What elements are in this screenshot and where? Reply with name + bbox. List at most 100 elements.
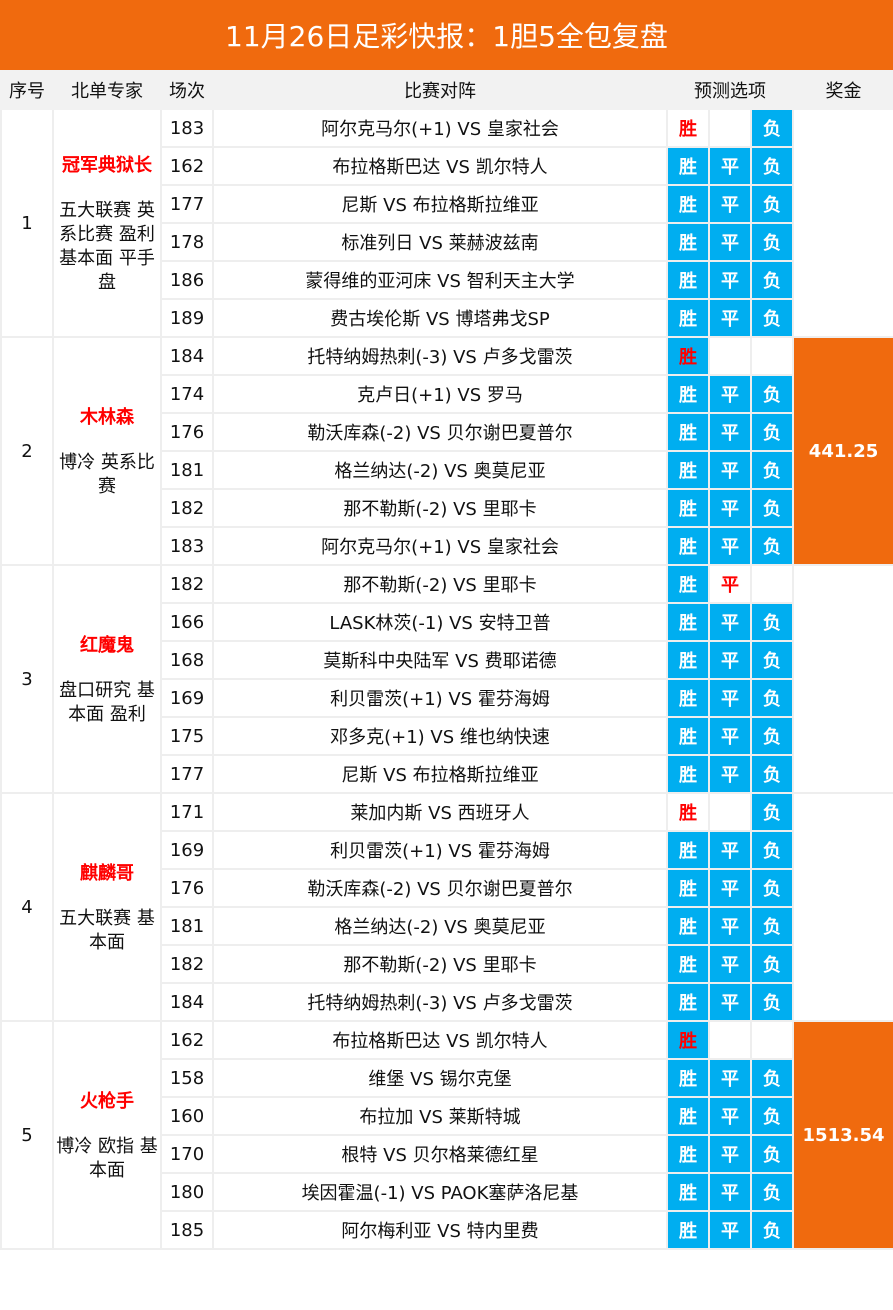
- match-number: 183: [160, 108, 214, 148]
- prediction-option: 平: [708, 830, 752, 870]
- prediction-option: 胜: [666, 602, 710, 642]
- prediction-option: [708, 1020, 752, 1060]
- header-prize: 奖金: [792, 70, 893, 110]
- match-name: 利贝雷茨(+1) VS 霍芬海姆: [212, 678, 668, 718]
- match-number: 181: [160, 450, 214, 490]
- prediction-option: 平: [708, 1134, 752, 1174]
- match-name: 格兰纳达(-2) VS 奥莫尼亚: [212, 450, 668, 490]
- header-index: 序号: [0, 70, 54, 110]
- table-row: 160 布拉加 VS 莱斯特城胜平负: [1, 1096, 893, 1136]
- table-row: 158 维堡 VS 锡尔克堡胜平负: [1, 1058, 893, 1098]
- prediction-option: [708, 792, 752, 832]
- prediction-option: [708, 336, 752, 376]
- match-number: 182: [160, 564, 214, 604]
- match-number: 176: [160, 412, 214, 452]
- match-name: 根特 VS 贝尔格莱德红星: [212, 1134, 668, 1174]
- prediction-option: 负: [749, 298, 795, 338]
- match-name: 勒沃库森(-2) VS 贝尔谢巴夏普尔: [212, 868, 668, 908]
- prediction-option: 平: [708, 1210, 752, 1250]
- prediction-option: 胜: [666, 640, 710, 680]
- match-name: 利贝雷茨(+1) VS 霍芬海姆: [212, 830, 668, 870]
- match-number: 175: [160, 716, 214, 756]
- prediction-option: 平: [708, 640, 752, 680]
- expert-tags: 五大联赛 基本面: [59, 908, 155, 953]
- prediction-option: 负: [749, 792, 795, 832]
- expert-cell: 红魔鬼 盘口研究 基本面 盈利: [52, 564, 162, 794]
- prediction-option: 负: [749, 526, 795, 566]
- prediction-option: 胜: [666, 108, 710, 148]
- prediction-option: 负: [749, 412, 795, 452]
- prediction-option: 胜: [666, 1096, 710, 1136]
- match-name: 阿尔克马尔(+1) VS 皇家社会: [212, 526, 668, 566]
- prediction-option: 平: [708, 146, 752, 186]
- prediction-option: 负: [749, 754, 795, 794]
- match-number: 177: [160, 754, 214, 794]
- header-predictions: 预测选项: [665, 70, 795, 110]
- match-name: 阿尔克马尔(+1) VS 皇家社会: [212, 108, 668, 148]
- prediction-option: 负: [749, 374, 795, 414]
- match-name: 勒沃库森(-2) VS 贝尔谢巴夏普尔: [212, 412, 668, 452]
- prediction-option: 负: [749, 868, 795, 908]
- expert-tags: 五大联赛 英系比赛 盈利基本面 平手盘: [59, 200, 155, 293]
- prediction-option: 平: [708, 374, 752, 414]
- prediction-option: 平: [708, 754, 752, 794]
- results-table: 序号 北单专家 场次 比赛对阵 预测选项 奖金 1 冠军典狱长 五大联赛 英系比…: [0, 70, 893, 1250]
- table-row: 169 利贝雷茨(+1) VS 霍芬海姆胜平负: [1, 678, 893, 718]
- prediction-option: 胜: [666, 868, 710, 908]
- match-name: 标准列日 VS 莱赫波兹南: [212, 222, 668, 262]
- table-row: 182 那不勒斯(-2) VS 里耶卡胜平负: [1, 944, 893, 984]
- prediction-option: 负: [749, 906, 795, 946]
- prediction-option: 胜: [666, 1058, 710, 1098]
- expert-cell: 麒麟哥 五大联赛 基本面: [52, 792, 162, 1022]
- match-number: 178: [160, 222, 214, 262]
- prediction-option: 胜: [666, 1172, 710, 1212]
- expert-cell: 冠军典狱长 五大联赛 英系比赛 盈利基本面 平手盘: [52, 108, 162, 338]
- match-number: 182: [160, 944, 214, 984]
- table-row: 182 那不勒斯(-2) VS 里耶卡胜平负: [1, 488, 893, 528]
- prediction-option: 平: [708, 982, 752, 1022]
- prediction-option: 胜: [666, 564, 710, 604]
- prediction-option: 平: [708, 412, 752, 452]
- prediction-option: 平: [708, 222, 752, 262]
- prediction-option: 平: [708, 488, 752, 528]
- prediction-option: 胜: [666, 678, 710, 718]
- prize-cell: 441.25: [792, 336, 893, 566]
- match-number: 169: [160, 678, 214, 718]
- match-name: 莫斯科中央陆军 VS 费耶诺德: [212, 640, 668, 680]
- table-row: 178 标准列日 VS 莱赫波兹南胜平负: [1, 222, 893, 262]
- match-name: 那不勒斯(-2) VS 里耶卡: [212, 564, 668, 604]
- table-row: 174 克卢日(+1) VS 罗马胜平负: [1, 374, 893, 414]
- table-row: 177 尼斯 VS 布拉格斯拉维亚胜平负: [1, 184, 893, 224]
- header-expert: 北单专家: [52, 70, 162, 110]
- match-number: 176: [160, 868, 214, 908]
- prediction-option: 胜: [666, 754, 710, 794]
- table-row: 181 格兰纳达(-2) VS 奥莫尼亚胜平负: [1, 450, 893, 490]
- match-name: 那不勒斯(-2) VS 里耶卡: [212, 488, 668, 528]
- table-row: 176 勒沃库森(-2) VS 贝尔谢巴夏普尔胜平负: [1, 412, 893, 452]
- expert-name: 红魔鬼: [80, 635, 134, 656]
- table-row: 169 利贝雷茨(+1) VS 霍芬海姆胜平负: [1, 830, 893, 870]
- table-row: 170 根特 VS 贝尔格莱德红星胜平负: [1, 1134, 893, 1174]
- prediction-option: [708, 108, 752, 148]
- prediction-option: 负: [749, 1172, 795, 1212]
- prediction-option: [749, 336, 795, 376]
- table-row: 175 邓多克(+1) VS 维也纳快速胜平负: [1, 716, 893, 756]
- match-number: 181: [160, 906, 214, 946]
- match-name: 格兰纳达(-2) VS 奥莫尼亚: [212, 906, 668, 946]
- match-name: 托特纳姆热刺(-3) VS 卢多戈雷茨: [212, 982, 668, 1022]
- prediction-option: 胜: [666, 488, 710, 528]
- prize-cell: [792, 564, 893, 794]
- prediction-option: 胜: [666, 260, 710, 300]
- expert-name: 冠军典狱长: [62, 155, 152, 176]
- table-row: 162 布拉格斯巴达 VS 凯尔特人胜平负: [1, 146, 893, 186]
- match-name: 托特纳姆热刺(-3) VS 卢多戈雷茨: [212, 336, 668, 376]
- prediction-option: 胜: [666, 450, 710, 490]
- match-name: 克卢日(+1) VS 罗马: [212, 374, 668, 414]
- prediction-option: 平: [708, 260, 752, 300]
- match-name: 布拉格斯巴达 VS 凯尔特人: [212, 1020, 668, 1060]
- match-number: 185: [160, 1210, 214, 1250]
- prize-cell: [792, 792, 893, 1022]
- prediction-option: 负: [749, 830, 795, 870]
- prediction-option: 平: [708, 184, 752, 224]
- table-row: 168 莫斯科中央陆军 VS 费耶诺德胜平负: [1, 640, 893, 680]
